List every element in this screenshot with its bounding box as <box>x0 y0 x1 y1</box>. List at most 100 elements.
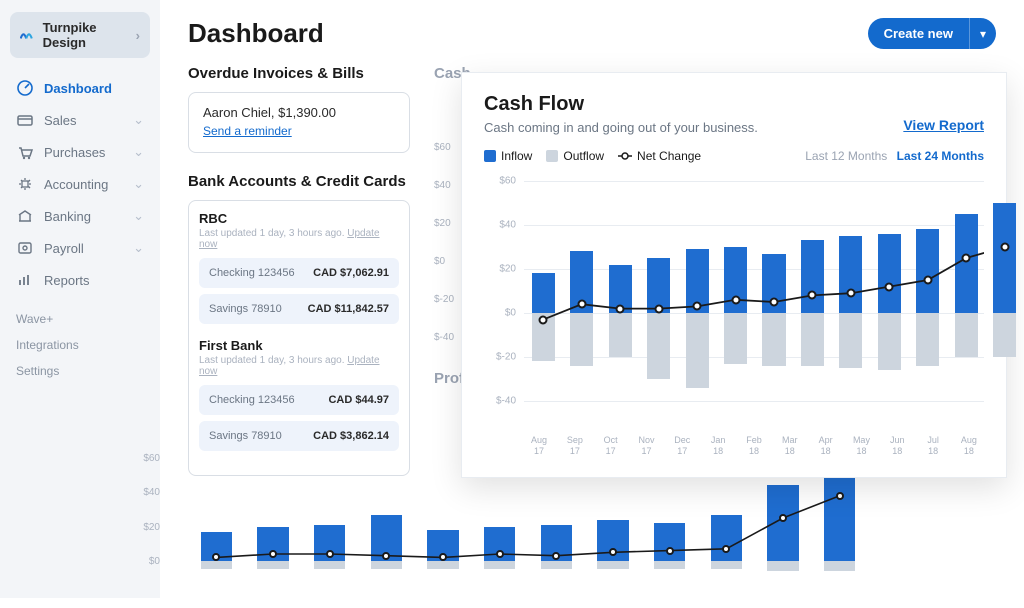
range-12m[interactable]: Last 12 Months <box>805 149 887 163</box>
payroll-icon <box>16 239 34 257</box>
panel-title: Cash Flow <box>484 93 984 116</box>
axis-tick: $20 <box>143 522 160 533</box>
sidebar-item-label: Purchases <box>44 145 105 160</box>
outflow-bar <box>724 313 747 364</box>
net-dot <box>496 550 504 558</box>
account-row[interactable]: Savings 78910CAD $3,862.14 <box>199 421 399 451</box>
bank-card: RBC Last updated 1 day, 3 hours ago. Upda… <box>188 200 410 476</box>
brand-name: Turnpike Design <box>43 20 136 50</box>
axis-tick: $40 <box>143 487 160 498</box>
x-axis-label: Jun18 <box>882 435 912 457</box>
net-dot <box>1000 243 1009 252</box>
sidebar-item-dashboard[interactable]: Dashboard <box>0 72 160 104</box>
account-balance: CAD $44.97 <box>328 394 389 406</box>
y-axis-label: $20 <box>484 264 516 275</box>
sidebar-item-purchases[interactable]: Purchases⌄ <box>0 136 160 168</box>
page-title: Dashboard <box>188 18 324 49</box>
bank-group: First BankLast updated 1 day, 3 hours ag… <box>199 338 399 451</box>
net-dot <box>439 553 447 561</box>
bank-group: RBC Last updated 1 day, 3 hours ago. Upda… <box>199 211 399 324</box>
net-dot <box>269 550 277 558</box>
account-row[interactable]: Checking 123456CAD $7,062.91 <box>199 258 399 288</box>
outflow-bar <box>878 313 901 370</box>
inflow-bar <box>532 273 555 313</box>
outflow-bar <box>686 313 709 388</box>
inflow-bar <box>955 214 978 313</box>
profit-chart-preview: $60$40$20$0 <box>188 458 868 608</box>
update-now-link[interactable]: Update now <box>199 355 380 377</box>
cash-flow-panel: Cash Flow Cash coming in and going out o… <box>461 72 1007 478</box>
brand-selector[interactable]: Turnpike Design › <box>10 12 150 58</box>
legend-net: Net Change <box>618 149 701 163</box>
bank-name: RBC <box>199 211 399 226</box>
net-dot <box>326 550 334 558</box>
inflow-bar <box>916 229 939 313</box>
update-now-link[interactable]: Update now <box>199 228 380 250</box>
x-axis-label: Jan18 <box>703 435 733 457</box>
sidebar-item-label: Dashboard <box>44 81 112 96</box>
sidebar-item-banking[interactable]: Banking⌄ <box>0 200 160 232</box>
net-dot <box>666 547 674 555</box>
x-axis-label: Dec17 <box>667 435 697 457</box>
y-axis-label: $0 <box>484 308 516 319</box>
create-new-button[interactable]: Create new <box>868 18 969 49</box>
outflow-bar <box>839 313 862 368</box>
outflow-bar <box>647 313 670 379</box>
x-axis-label: May18 <box>846 435 876 457</box>
wave-logo-icon <box>20 28 37 42</box>
net-dot <box>836 492 844 500</box>
net-dot <box>616 304 625 313</box>
gridline <box>524 181 984 182</box>
bank-section-title: Bank Accounts & Credit Cards <box>188 173 410 190</box>
net-dot <box>539 315 548 324</box>
y-axis-label: $-20 <box>484 352 516 363</box>
overdue-line: Aaron Chiel, $1,390.00 <box>203 105 395 120</box>
sidebar-item-accounting[interactable]: Accounting⌄ <box>0 168 160 200</box>
dashboard-icon <box>16 79 34 97</box>
view-report-link[interactable]: View Report <box>903 117 984 133</box>
chevron-down-icon: ⌄ <box>133 112 144 128</box>
account-row[interactable]: Checking 123456CAD $44.97 <box>199 385 399 415</box>
sidebar-sublink-integrations[interactable]: Integrations <box>0 332 160 358</box>
y-axis-label: $60 <box>484 176 516 187</box>
sidebar-item-payroll[interactable]: Payroll⌄ <box>0 232 160 264</box>
legend-inflow: Inflow <box>484 149 532 163</box>
chevron-down-icon: ⌄ <box>133 240 144 256</box>
sidebar-sublink-settings[interactable]: Settings <box>0 358 160 384</box>
sidebar-item-reports[interactable]: Reports <box>0 264 160 296</box>
net-dot <box>731 295 740 304</box>
net-dot <box>212 553 220 561</box>
send-reminder-link[interactable]: Send a reminder <box>203 124 292 138</box>
reports-icon <box>16 271 34 289</box>
account-balance: CAD $7,062.91 <box>313 267 389 279</box>
range-24m[interactable]: Last 24 Months <box>897 149 984 163</box>
account-balance: CAD $11,842.57 <box>308 303 389 315</box>
sidebar-item-sales[interactable]: Sales ⌄ <box>0 104 160 136</box>
axis-tick: $40 <box>434 180 451 191</box>
bank-meta: Last updated 1 day, 3 hours ago. Update … <box>199 228 399 250</box>
x-axis-label: Aug17 <box>524 435 554 457</box>
outflow-bar <box>955 313 978 357</box>
x-axis-label: Jul18 <box>918 435 948 457</box>
outflow-bar <box>916 313 939 366</box>
net-change-icon <box>618 151 632 161</box>
create-new-dropdown[interactable]: ▾ <box>969 18 996 49</box>
inflow-bar <box>839 236 862 313</box>
create-new-button-group: Create new ▾ <box>868 18 996 49</box>
net-dot <box>654 304 663 313</box>
net-dot <box>382 552 390 560</box>
sidebar-item-label: Sales <box>44 113 77 128</box>
axis-tick: $60 <box>434 142 451 153</box>
banking-icon <box>16 207 34 225</box>
x-axis-label: Aug18 <box>954 435 984 457</box>
x-axis-label: Sep17 <box>560 435 590 457</box>
y-axis-label: $-40 <box>484 396 516 407</box>
account-row[interactable]: Savings 78910CAD $11,842.57 <box>199 294 399 324</box>
net-dot <box>885 282 894 291</box>
sidebar-item-label: Banking <box>44 209 91 224</box>
axis-tick: $0 <box>149 556 160 567</box>
x-axis-label: Apr18 <box>811 435 841 457</box>
sidebar-sublink-waveplus[interactable]: Wave+ <box>0 306 160 332</box>
legend-inflow-label: Inflow <box>501 149 532 163</box>
net-dot <box>722 545 730 553</box>
